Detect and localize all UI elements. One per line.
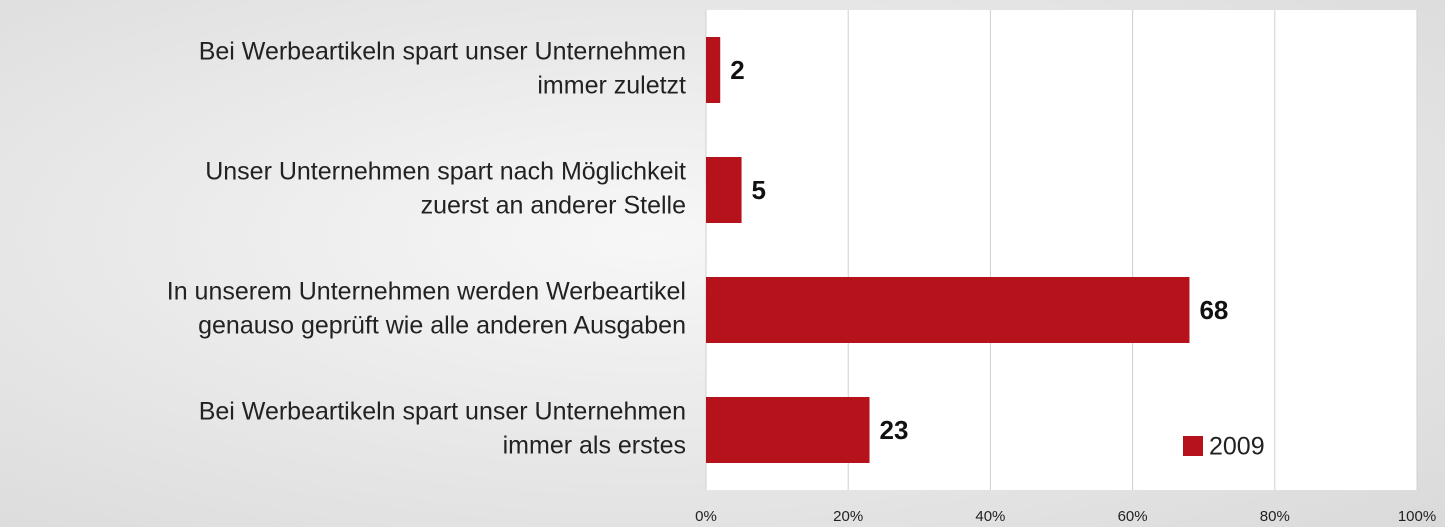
category-label: immer als erstes — [503, 432, 686, 460]
x-tick-label: 60% — [1118, 508, 1148, 525]
data-label: 5 — [752, 175, 766, 205]
x-tick-label: 40% — [975, 508, 1005, 525]
category-label: genauso geprüft wie alle anderen Ausgabe… — [198, 312, 686, 340]
category-label: Bei Werbeartikeln spart unser Unternehme… — [199, 38, 686, 66]
x-tick-label: 20% — [833, 508, 863, 525]
x-tick-label: 80% — [1260, 508, 1290, 525]
category-label: Bei Werbeartikeln spart unser Unternehme… — [199, 398, 686, 426]
bar — [706, 277, 1190, 343]
category-label: Unser Unternehmen spart nach Möglichkeit — [205, 158, 686, 186]
x-tick-label: 100% — [1398, 508, 1436, 525]
bar — [706, 397, 870, 463]
data-label: 23 — [880, 415, 909, 445]
legend-swatch — [1183, 436, 1203, 456]
bar — [706, 157, 742, 223]
category-label: zuerst an anderer Stelle — [421, 192, 686, 220]
data-label: 68 — [1199, 295, 1228, 325]
legend-label: 2009 — [1209, 433, 1265, 461]
bar — [706, 37, 721, 103]
data-label: 2 — [730, 55, 744, 85]
category-label: In unserem Unternehmen werden Werbeartik… — [167, 278, 686, 306]
x-tick-label: 0% — [695, 508, 717, 525]
category-label: immer zuletzt — [537, 72, 686, 100]
